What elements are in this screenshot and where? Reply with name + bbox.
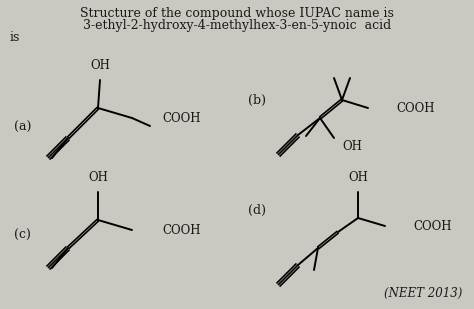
Text: OH: OH [342,139,362,153]
Text: (b): (b) [248,94,266,107]
Text: OH: OH [90,59,110,72]
Text: 3-ethyl-2-hydroxy-4-methylhex-3-en-5-ynoic  acid: 3-ethyl-2-hydroxy-4-methylhex-3-en-5-yno… [83,19,391,32]
Text: COOH: COOH [413,219,452,232]
Text: (NEET 2013): (NEET 2013) [383,287,462,300]
Text: is: is [10,31,20,44]
Text: (c): (c) [14,228,31,242]
Text: COOH: COOH [162,223,201,236]
Text: OH: OH [348,171,368,184]
Text: COOH: COOH [162,112,201,125]
Text: (d): (d) [248,204,266,217]
Text: (a): (a) [14,121,31,133]
Text: Structure of the compound whose IUPAC name is: Structure of the compound whose IUPAC na… [80,7,394,20]
Text: OH: OH [88,171,108,184]
Text: COOH: COOH [396,101,435,115]
